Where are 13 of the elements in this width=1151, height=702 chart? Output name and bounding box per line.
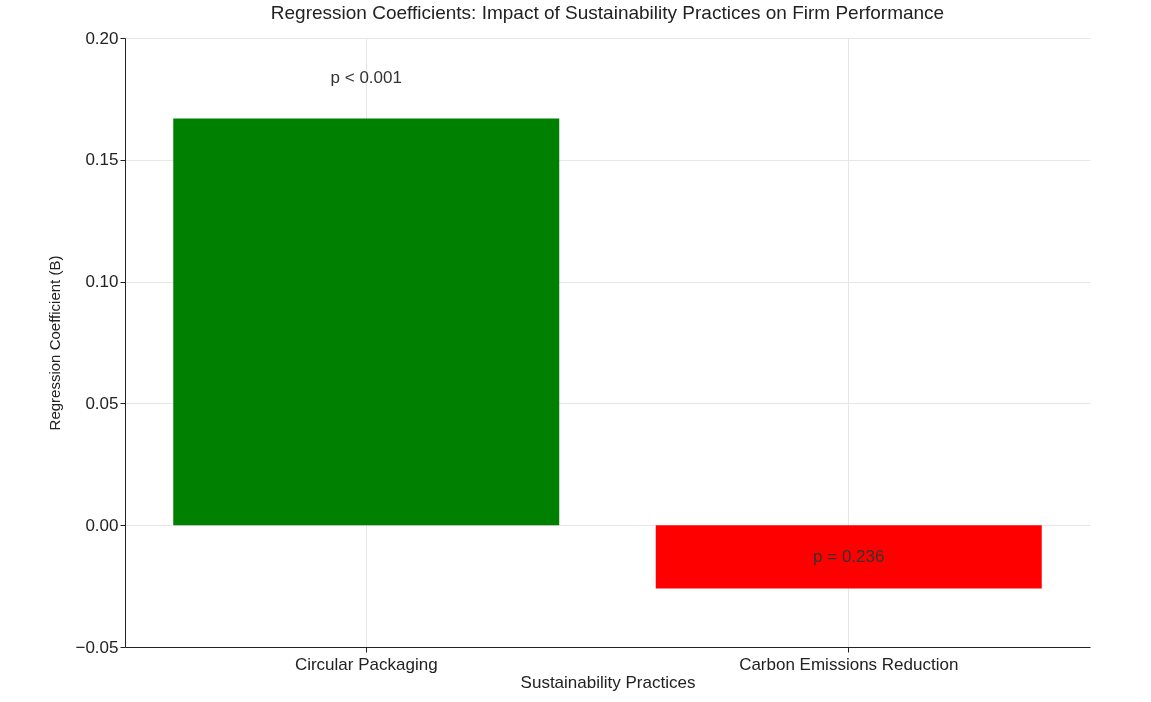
x-tick-label: Carbon Emissions Reduction: [739, 654, 959, 674]
y-tick-label: 0.20: [85, 28, 119, 48]
y-tick-label: −0.05: [75, 637, 119, 657]
x-tick-label: Circular Packaging: [294, 654, 438, 674]
annotation: p = 0.236: [813, 546, 885, 566]
annotation: p < 0.001: [330, 68, 402, 88]
y-tick-label: 0.05: [85, 393, 119, 413]
y-tick-label: 0.15: [85, 150, 119, 170]
y-axis-title: Regression Coefficient (B): [46, 255, 64, 431]
y-tick-label: 0.10: [85, 272, 119, 292]
x-axis-title: Sustainability Practices: [520, 672, 696, 692]
y-tick-label: 0.00: [85, 515, 119, 535]
chart-title: Regression Coefficients: Impact of Sustainability Practices on Firm Performance: [270, 2, 945, 23]
